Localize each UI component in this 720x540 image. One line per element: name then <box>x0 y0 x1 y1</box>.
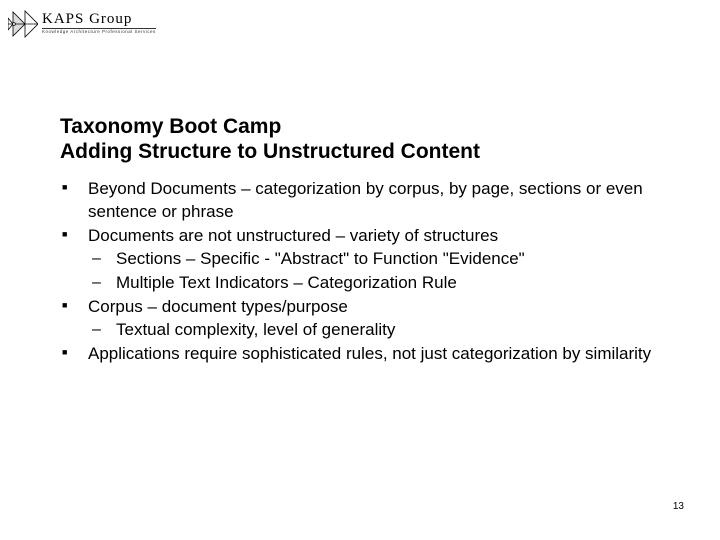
sub-bullet-list: Sections – Specific - "Abstract" to Func… <box>88 248 680 295</box>
bullet-text: Applications require sophisticated rules… <box>88 344 651 363</box>
sub-bullet-list: Textual complexity, level of generality <box>88 319 680 342</box>
logo: KAPS Group Knowledge Architecture Profes… <box>8 10 156 38</box>
list-item: Applications require sophisticated rules… <box>60 343 680 366</box>
title-line-1: Taxonomy Boot Camp <box>60 115 281 138</box>
bullet-text: Corpus – document types/purpose <box>88 297 348 316</box>
bullet-list: Beyond Documents – categorization by cor… <box>60 178 680 366</box>
list-item: Beyond Documents – categorization by cor… <box>60 178 680 224</box>
slide-content: Taxonomy Boot Camp Adding Structure to U… <box>60 114 680 367</box>
bullet-text: Beyond Documents – categorization by cor… <box>88 179 643 221</box>
bullet-text: Textual complexity, level of generality <box>116 320 395 339</box>
bullet-text: Multiple Text Indicators – Categorizatio… <box>116 273 457 292</box>
bullet-text: Documents are not unstructured – variety… <box>88 226 498 245</box>
list-item: Multiple Text Indicators – Categorizatio… <box>88 272 680 295</box>
page-number: 13 <box>673 501 684 512</box>
logo-text-main: KAPS Group <box>42 12 156 27</box>
logo-mark-icon <box>8 10 38 38</box>
list-item: Documents are not unstructured – variety… <box>60 225 680 295</box>
logo-text: KAPS Group Knowledge Architecture Profes… <box>42 12 156 35</box>
bullet-text: Sections – Specific - "Abstract" to Func… <box>116 249 525 268</box>
list-item: Sections – Specific - "Abstract" to Func… <box>88 248 680 271</box>
slide-title: Taxonomy Boot Camp Adding Structure to U… <box>60 114 680 164</box>
logo-text-sub: Knowledge Architecture Professional Serv… <box>42 28 156 35</box>
list-item: Textual complexity, level of generality <box>88 319 680 342</box>
list-item: Corpus – document types/purpose Textual … <box>60 296 680 342</box>
title-line-2: Adding Structure to Unstructured Content <box>60 140 480 163</box>
